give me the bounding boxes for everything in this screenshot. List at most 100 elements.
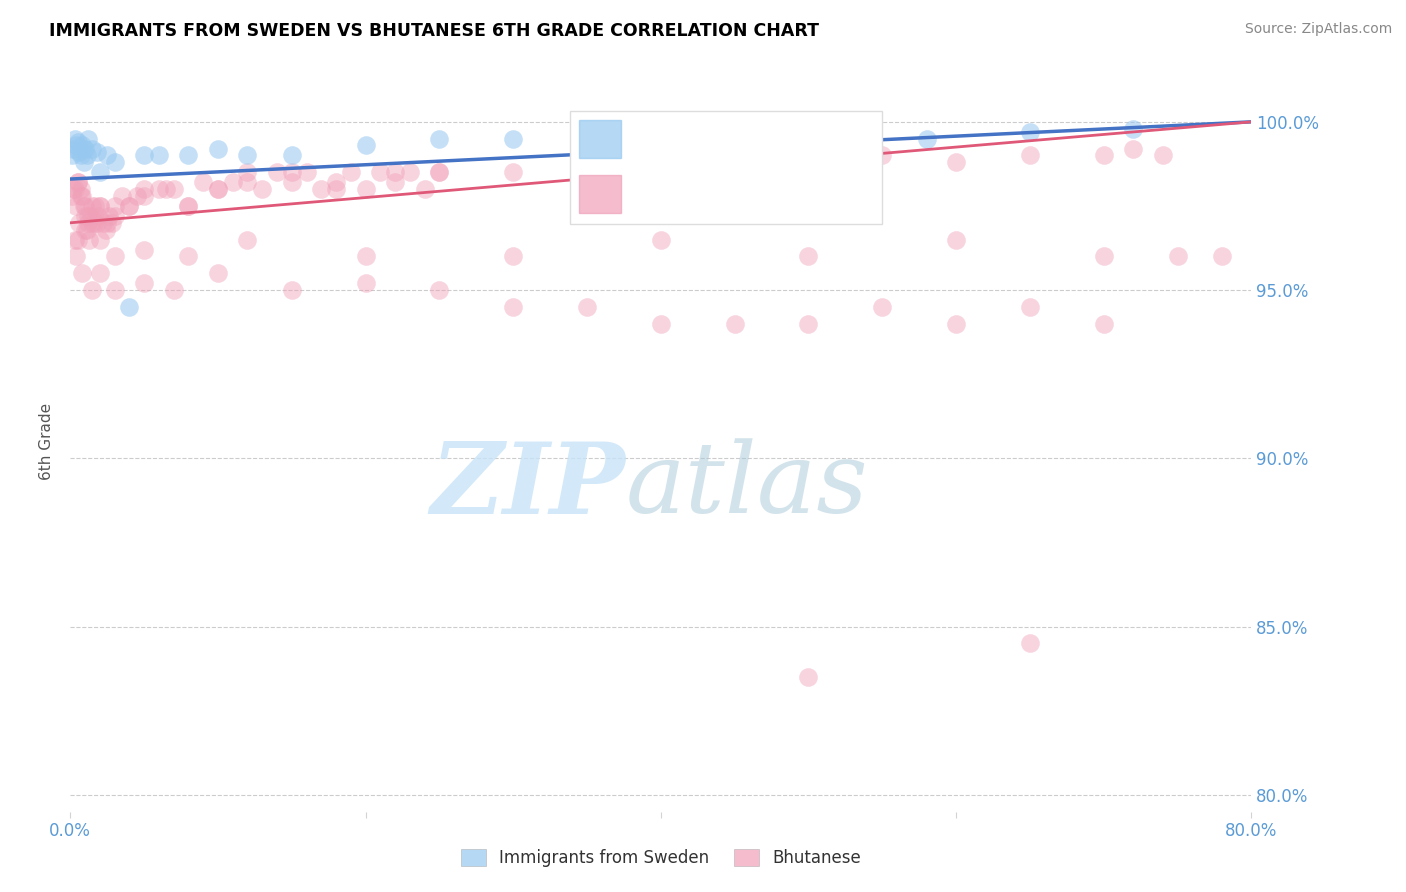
Point bbox=[100, 216, 122, 230]
Point bbox=[104, 155, 127, 169]
Point bbox=[63, 182, 86, 196]
Point bbox=[67, 216, 90, 230]
Point bbox=[191, 175, 214, 189]
Point bbox=[79, 233, 101, 247]
Point bbox=[82, 142, 104, 156]
Point bbox=[1166, 249, 1188, 263]
Point bbox=[945, 317, 967, 331]
Point bbox=[207, 142, 229, 156]
Point bbox=[104, 209, 127, 223]
Point bbox=[1152, 148, 1174, 162]
Point bbox=[65, 199, 87, 213]
Point bbox=[84, 199, 107, 213]
Point bbox=[86, 145, 108, 160]
Point bbox=[118, 199, 141, 213]
Point bbox=[104, 283, 127, 297]
Point bbox=[132, 189, 156, 203]
Point bbox=[502, 300, 524, 314]
Point bbox=[723, 317, 745, 331]
Point bbox=[915, 131, 938, 145]
Point bbox=[132, 277, 156, 291]
Point bbox=[797, 670, 820, 684]
Point bbox=[723, 148, 745, 162]
Point bbox=[207, 182, 229, 196]
Point bbox=[236, 165, 259, 179]
FancyBboxPatch shape bbox=[579, 175, 620, 212]
Point bbox=[650, 317, 672, 331]
Point bbox=[576, 300, 599, 314]
Text: atlas: atlas bbox=[626, 438, 868, 533]
Point bbox=[96, 148, 118, 162]
Point bbox=[427, 131, 450, 145]
Point bbox=[155, 182, 177, 196]
Point bbox=[83, 216, 105, 230]
Point bbox=[70, 138, 93, 153]
Point bbox=[872, 148, 894, 162]
Point bbox=[427, 165, 450, 179]
Point bbox=[354, 249, 377, 263]
Point bbox=[1092, 148, 1115, 162]
Point bbox=[70, 189, 93, 203]
Legend: Immigrants from Sweden, Bhutanese: Immigrants from Sweden, Bhutanese bbox=[454, 842, 868, 874]
Point bbox=[67, 145, 90, 160]
Text: ZIP: ZIP bbox=[430, 438, 626, 534]
Point bbox=[384, 175, 406, 189]
Point bbox=[1018, 300, 1040, 314]
Point bbox=[65, 138, 87, 153]
Point bbox=[91, 216, 114, 230]
Point bbox=[89, 165, 111, 179]
Point bbox=[502, 131, 524, 145]
Point bbox=[427, 283, 450, 297]
Point bbox=[797, 317, 820, 331]
Point bbox=[132, 182, 156, 196]
Point bbox=[62, 142, 84, 156]
FancyBboxPatch shape bbox=[569, 111, 882, 225]
Point bbox=[340, 165, 363, 179]
Point bbox=[354, 182, 377, 196]
Point bbox=[66, 135, 89, 149]
Point bbox=[384, 165, 406, 179]
Point bbox=[723, 131, 745, 145]
Point bbox=[162, 283, 186, 297]
Point bbox=[86, 216, 108, 230]
Point bbox=[162, 182, 186, 196]
Point bbox=[502, 165, 524, 179]
Point bbox=[1018, 148, 1040, 162]
Point bbox=[60, 189, 83, 203]
Point bbox=[75, 199, 96, 213]
Point bbox=[266, 165, 288, 179]
Point bbox=[281, 165, 304, 179]
Point bbox=[797, 249, 820, 263]
Y-axis label: 6th Grade: 6th Grade bbox=[39, 403, 55, 480]
Point bbox=[96, 216, 118, 230]
Point bbox=[1092, 317, 1115, 331]
Point bbox=[66, 175, 89, 189]
Point bbox=[1018, 125, 1040, 139]
Point bbox=[75, 222, 96, 236]
Point bbox=[97, 209, 120, 223]
Point bbox=[66, 175, 89, 189]
Point bbox=[177, 199, 200, 213]
Point bbox=[76, 222, 98, 236]
Point bbox=[65, 249, 87, 263]
Point bbox=[354, 277, 377, 291]
Point bbox=[207, 266, 229, 280]
Point bbox=[872, 300, 894, 314]
Text: N = 33: N = 33 bbox=[763, 130, 831, 148]
Text: R = 0.258: R = 0.258 bbox=[637, 130, 735, 148]
Point bbox=[650, 233, 672, 247]
Point bbox=[77, 216, 100, 230]
Point bbox=[281, 148, 304, 162]
Point bbox=[1122, 121, 1144, 136]
Point bbox=[1211, 249, 1233, 263]
Point bbox=[132, 148, 156, 162]
Point bbox=[620, 131, 643, 145]
Point bbox=[413, 182, 436, 196]
Point bbox=[94, 222, 117, 236]
Point bbox=[650, 165, 672, 179]
Point bbox=[125, 189, 148, 203]
Point bbox=[89, 266, 111, 280]
Point bbox=[945, 233, 967, 247]
Point bbox=[177, 199, 200, 213]
Point bbox=[368, 165, 391, 179]
